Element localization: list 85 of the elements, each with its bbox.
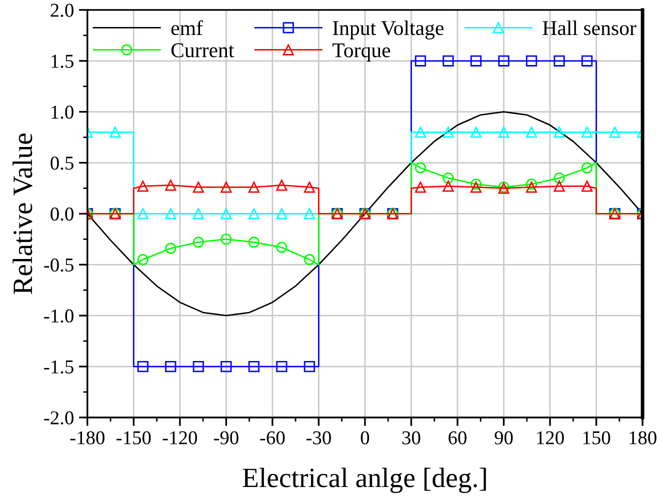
point [192, 208, 204, 220]
legend-label: Current [171, 43, 234, 58]
point [165, 242, 176, 254]
x-tick-label: 150 [583, 431, 610, 444]
point [609, 126, 620, 138]
x-tick-label: -30 [306, 431, 331, 444]
point [110, 126, 121, 138]
point [526, 55, 538, 66]
x-tick-label: 90 [494, 431, 513, 444]
y-tick-label: -1.5 [44, 360, 74, 374]
point [554, 180, 565, 192]
point [414, 182, 426, 193]
point [442, 172, 454, 184]
point [248, 208, 260, 220]
point [581, 126, 593, 138]
point [165, 208, 176, 220]
point [192, 182, 204, 193]
point [414, 162, 426, 174]
point [498, 126, 510, 138]
point [581, 162, 593, 174]
point [137, 208, 148, 220]
point [304, 182, 316, 193]
legend-label: Input Voltage [332, 20, 444, 40]
point [304, 208, 316, 220]
point [304, 254, 316, 266]
x-tick-label: -150 [116, 431, 151, 444]
point [137, 180, 148, 192]
point [137, 360, 148, 372]
point [165, 360, 176, 372]
point [526, 178, 538, 190]
point [442, 126, 454, 138]
y-tick-label: -1.0 [44, 309, 74, 323]
y-tick-label: 0.0 [50, 208, 74, 221]
point [554, 172, 565, 184]
legend-label: Hall sensor [542, 20, 636, 36]
point [276, 180, 288, 191]
point [248, 182, 260, 193]
x-tick-label: -90 [214, 431, 238, 444]
point [414, 55, 426, 66]
point [526, 126, 538, 138]
point [470, 55, 482, 66]
point [220, 234, 232, 245]
point [192, 360, 204, 372]
y-tick-label: 0.5 [50, 156, 74, 170]
point [137, 254, 148, 266]
x-tick-label: 60 [448, 431, 466, 444]
y-tick-label: 1.5 [52, 54, 74, 68]
x-tick-label: 0 [360, 431, 370, 444]
point [220, 182, 232, 193]
legend-label: emf [171, 20, 203, 36]
point [498, 55, 510, 66]
point [192, 236, 204, 248]
point [554, 55, 565, 66]
point [581, 55, 593, 66]
y-tick-label: -2.0 [44, 411, 74, 425]
point [248, 360, 260, 372]
point [526, 182, 538, 193]
point [554, 126, 565, 138]
x-axis-title: Electrical anlge [deg.] [242, 468, 486, 494]
point [165, 180, 176, 191]
point [276, 242, 288, 253]
legend-label: Torque [332, 44, 390, 62]
point [220, 208, 232, 220]
x-tick-label: -120 [162, 431, 197, 444]
point [470, 178, 482, 190]
x-tick-label: 30 [402, 431, 420, 444]
point [581, 180, 593, 192]
point [470, 182, 482, 193]
x-tick-label: 120 [537, 431, 564, 444]
y-tick-label: -0.5 [44, 258, 74, 272]
point [414, 126, 426, 138]
x-tick-label: 180 [630, 431, 656, 444]
point [304, 360, 316, 372]
point [442, 180, 454, 192]
point [248, 236, 260, 248]
x-tick-label: -180 [70, 431, 104, 444]
y-axis-title: Relative Value [12, 134, 32, 294]
x-tick-label: -60 [260, 431, 285, 444]
point [442, 55, 454, 66]
y-tick-label: 2.0 [50, 4, 74, 17]
y-tick-label: 1.0 [52, 106, 74, 119]
point [276, 360, 288, 372]
point [470, 126, 482, 138]
point [220, 360, 232, 372]
point [276, 208, 288, 220]
